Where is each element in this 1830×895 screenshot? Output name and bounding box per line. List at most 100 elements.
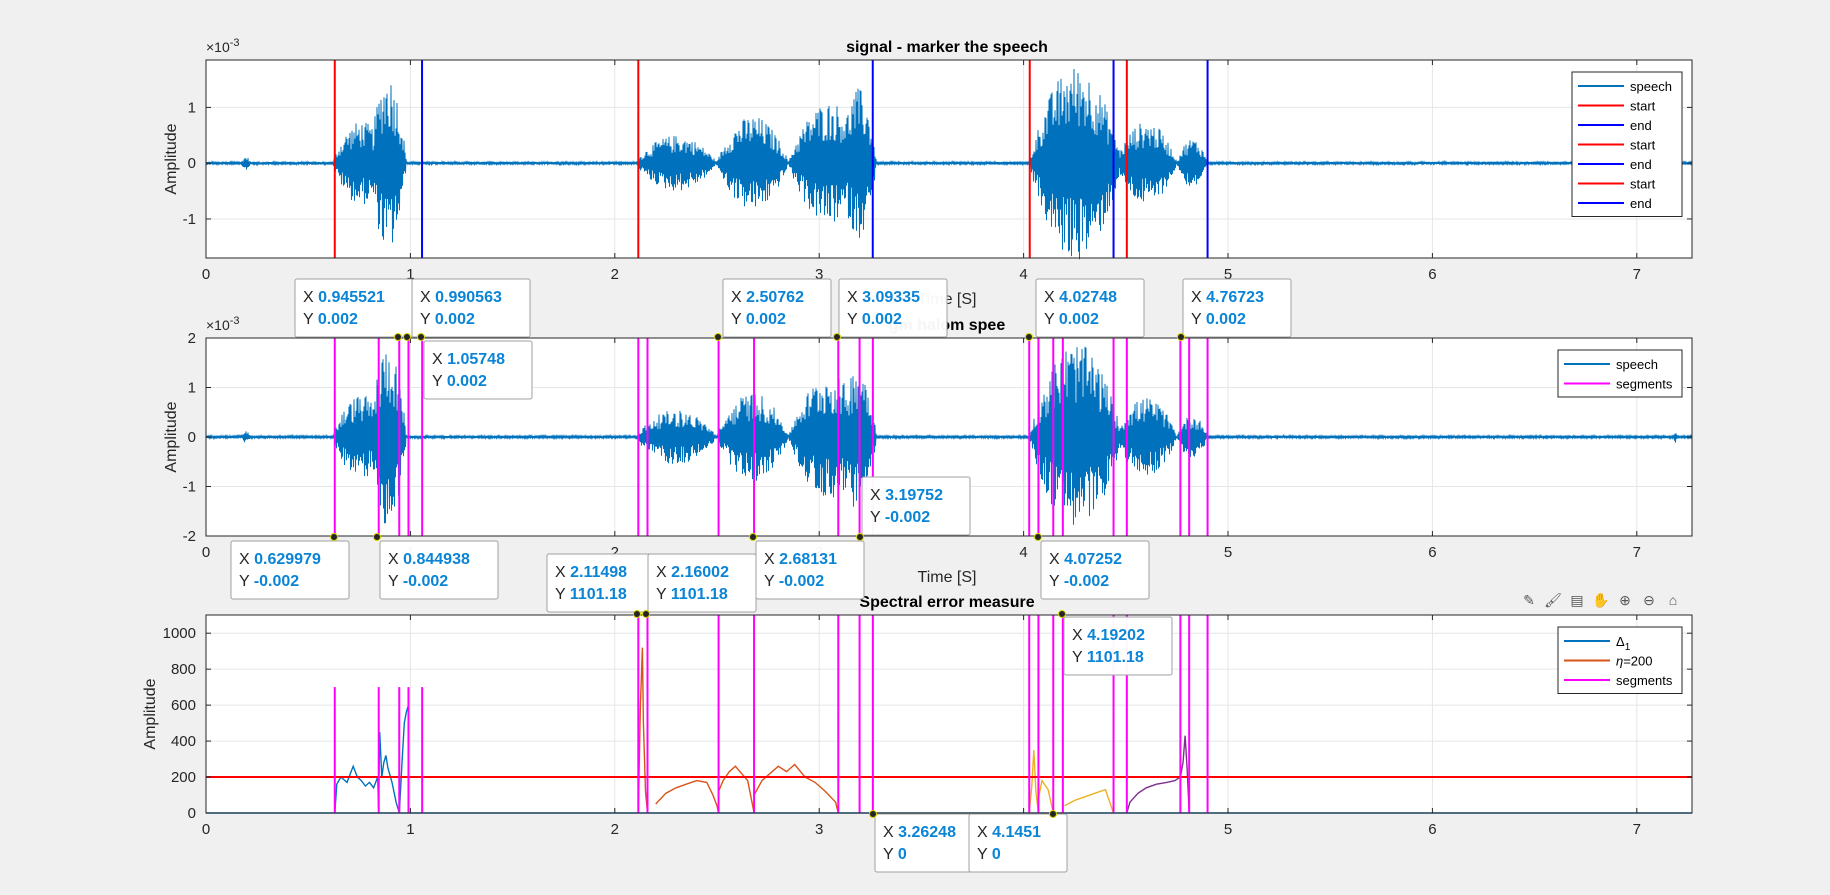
legend-label: end [1630,157,1652,172]
datatip-box [722,278,832,338]
datatip[interactable]: X 2.50762 Y 0.002 [714,278,832,341]
x-tick-label: 2 [611,544,619,561]
datatip-marker [869,810,877,818]
error-series [753,763,839,814]
datatip-box [379,540,499,600]
datatip[interactable]: X 4.76723 Y 0.002 [1177,278,1292,341]
datatip-x: X 4.07252 [1049,551,1122,568]
zoom-in-icon[interactable]: ⊕ [1619,591,1631,608]
datatip-x: X 2.68131 [764,551,837,568]
x-tick-label: 5 [1224,266,1232,283]
x-tick-label: 4 [1019,266,1027,283]
error-series [1028,750,1040,814]
zoom-out-icon[interactable]: ⊖ [1643,591,1655,608]
datatip-box [230,540,350,600]
datatip-y: Y -0.002 [764,573,824,590]
x-axis-label: Time [S] [918,569,977,586]
brush-icon[interactable]: 🖌 [1544,591,1562,608]
axis-exponent: ×10-3 [206,37,240,55]
y-tick-label: -1 [183,479,196,496]
datatip-box [647,553,757,613]
datatip-y: Y 0.002 [847,311,902,328]
datatip-x: X 4.76723 [1191,289,1264,306]
x-tick-label: 0 [202,266,210,283]
legend-label: start [1630,138,1656,153]
pan-icon[interactable]: ✋ [1592,591,1610,608]
datatip-y: Y -0.002 [1049,573,1109,590]
datatip-y: Y 1101.18 [555,586,627,603]
datatip-y: Y 0 [977,846,1001,863]
x-tick-label: 7 [1633,821,1641,838]
axis-exponent: ×10-3 [206,315,240,333]
datatip-y: Y 0.002 [420,311,475,328]
datatip[interactable]: X 2.68131 Y -0.002 [749,533,865,600]
datatip-marker [749,533,757,541]
y-tick-label: 200 [171,769,196,786]
legend-label: speech [1616,357,1658,372]
data-tips-icon[interactable]: ▤ [1570,591,1584,608]
datatip[interactable]: X 3.09335 Y 0.002 [833,278,948,341]
speech-line [205,346,1693,525]
datatip-marker [1034,533,1042,541]
datatip[interactable]: X 4.1451 Y 0 [968,810,1068,873]
x-tick-label: 3 [815,266,823,283]
legend-label: η=200 [1616,654,1653,669]
x-tick-label: 6 [1428,266,1436,283]
legend-label: start [1630,99,1656,114]
datatip-marker [1177,333,1185,341]
datatip[interactable]: X 4.07252 Y -0.002 [1034,533,1150,600]
datatip-box [1040,540,1150,600]
datatip-y: Y -0.002 [870,509,930,526]
x-tick-label: 0 [202,544,210,561]
datatip-x: X 4.19202 [1072,627,1145,644]
x-tick-label: 1 [406,266,414,283]
home-icon[interactable]: ⌂ [1668,592,1678,608]
x-tick-label: 1 [406,821,414,838]
error-series [1037,778,1054,814]
axes-1: 0 1 2 3 4 5 6 7 -1 0 1 ×10-3 signal - marker the spe… [163,37,1693,308]
y-tick-label: 600 [171,697,196,714]
datatip[interactable]: X 3.26248 Y 0 [869,810,984,873]
datatip-marker [856,533,864,541]
legend: speech segments [1557,349,1683,398]
y-axis-label: Amplitude [163,401,180,472]
plot-area [206,60,1692,258]
datatip[interactable]: X 0.945521 Y 0.002 [294,278,414,341]
datatip-y: Y 0.002 [1044,311,1099,328]
datatip-x: X 0.945521 [303,289,385,306]
datatip-box [755,540,865,600]
datatip-y: Y 0.002 [1191,311,1246,328]
datatip-box [1035,278,1145,338]
datatip[interactable]: X 4.02748 Y 0.002 [1025,278,1145,341]
datatip[interactable]: X 0.629979 Y -0.002 [230,533,350,600]
datatip-x: X 4.02748 [1044,289,1117,306]
datatip-box [1182,278,1292,338]
datatip-x: X 3.09335 [847,289,920,306]
x-tick-label: 0 [202,821,210,838]
x-tick-label: 5 [1224,544,1232,561]
legend-label: segments [1616,673,1673,688]
datatip[interactable]: X 0.844938 Y -0.002 [373,533,499,600]
y-tick-label: 0 [188,805,196,822]
datatip[interactable]: X 3.19752 Y -0.002 [856,476,971,541]
datatip-box [861,476,971,536]
axes-3: 0123456702004006008001000Spectral error … [142,594,1693,838]
y-tick-label: 2 [188,330,196,347]
plot-area [206,615,1692,813]
datatip[interactable]: X 2.16002 Y 1101.18 [642,553,757,618]
error-series [637,647,649,814]
datatip[interactable]: X 0.990563 Y 0.002 [403,278,531,341]
datatip-y: Y -0.002 [388,573,448,590]
datatip[interactable]: X 1.05748 Y 0.002 [417,333,533,400]
legend-label: speech [1630,79,1672,94]
legend-label: end [1630,118,1652,133]
datatip-x: X 0.844938 [388,551,470,568]
datatip[interactable]: X 4.19202 Y 1101.18 [1058,610,1173,676]
datatip[interactable]: X 2.11498 Y 1101.18 [546,553,656,618]
y-tick-label: 1 [188,99,196,116]
x-tick-label: 7 [1633,544,1641,561]
x-tick-label: 2 [611,266,619,283]
edit-plot-icon[interactable]: ✎ [1523,591,1535,608]
y-tick-label: 400 [171,733,196,750]
